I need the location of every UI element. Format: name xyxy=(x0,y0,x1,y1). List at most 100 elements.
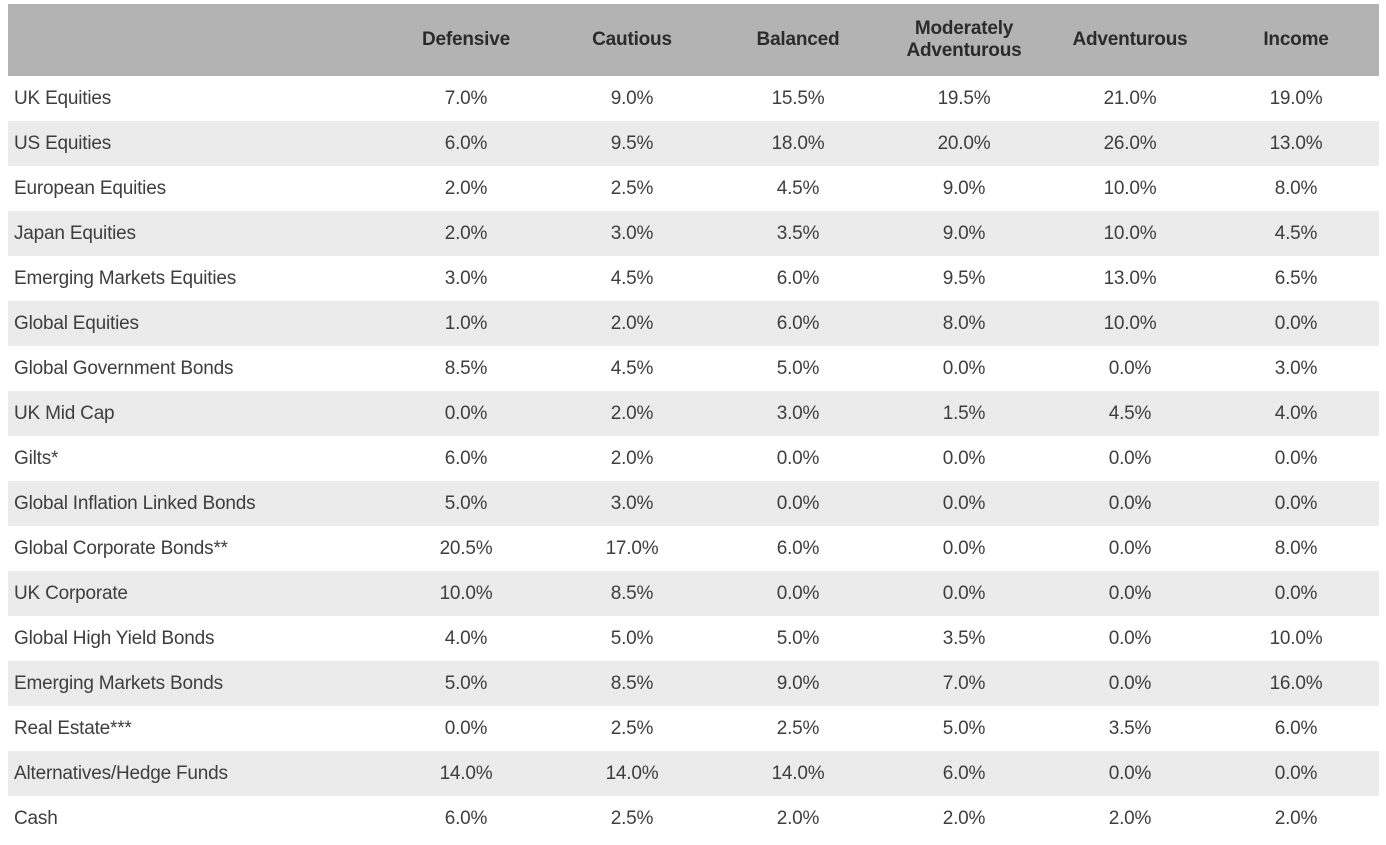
table-row: Emerging Markets Bonds 5.0% 8.5% 9.0% 7.0% 0.… xyxy=(8,661,1379,706)
cell-value: 0.0% xyxy=(942,492,986,514)
cell-value: 9.0% xyxy=(942,222,986,244)
table-row: US Equities 6.0% 9.5% 18.0% 20.0% 26.0% 13.0% xyxy=(8,121,1379,166)
row-label: Cash xyxy=(14,807,58,829)
cell-value: 2.0% xyxy=(942,807,986,829)
table-body: UK Equities 7.0% 9.0% 15.5% 19.5% 21.0% 19.0% U… xyxy=(8,76,1379,841)
table-row: Global High Yield Bonds 4.0% 5.0% 5.0% 3.5% 0… xyxy=(8,616,1379,661)
row-label: Real Estate*** xyxy=(14,717,132,739)
cell-value: 4.5% xyxy=(610,267,654,289)
cell-value: 9.5% xyxy=(942,267,986,289)
cell-value: 2.0% xyxy=(610,447,654,469)
cell-value: 26.0% xyxy=(1103,132,1157,154)
cell-value: 0.0% xyxy=(1108,537,1152,559)
cell-value: 0.0% xyxy=(1108,357,1152,379)
row-label: UK Equities xyxy=(14,87,112,109)
table-row: Gilts* 6.0% 2.0% 0.0% 0.0% 0.0% 0.0% xyxy=(8,436,1379,481)
table-row: UK Mid Cap 0.0% 2.0% 3.0% 1.5% 4.5% 4.0% xyxy=(8,391,1379,436)
table-row: Global Government Bonds 8.5% 4.5% 5.0% 0.0% 0… xyxy=(8,346,1379,391)
cell-value: 5.0% xyxy=(776,357,820,379)
cell-value: 0.0% xyxy=(1108,492,1152,514)
cell-value: 4.5% xyxy=(610,357,654,379)
cell-value: 10.0% xyxy=(1103,312,1157,334)
cell-value: 3.0% xyxy=(610,222,654,244)
cell-value: 0.0% xyxy=(1108,672,1152,694)
cell-value: 19.0% xyxy=(1269,87,1323,109)
cell-value: 2.0% xyxy=(610,312,654,334)
cell-value: 7.0% xyxy=(444,87,488,109)
cell-value: 5.0% xyxy=(610,627,654,649)
cell-value: 2.0% xyxy=(776,807,820,829)
cell-value: 3.0% xyxy=(610,492,654,514)
cell-value: 14.0% xyxy=(605,762,659,784)
table-row: Alternatives/Hedge Funds 14.0% 14.0% 14.0% 6… xyxy=(8,751,1379,796)
row-label: Global Inflation Linked Bonds xyxy=(14,492,256,514)
row-label: UK Mid Cap xyxy=(14,402,115,424)
table-row: UK Equities 7.0% 9.0% 15.5% 19.5% 21.0% 19.0% xyxy=(8,76,1379,121)
cell-value: 4.5% xyxy=(1274,222,1318,244)
cell-value: 3.0% xyxy=(776,402,820,424)
cell-value: 2.5% xyxy=(610,807,654,829)
cell-value: 1.5% xyxy=(942,402,986,424)
cell-value: 6.0% xyxy=(444,132,488,154)
cell-value: 0.0% xyxy=(1274,312,1318,334)
cell-value: 0.0% xyxy=(444,402,488,424)
cell-value: 0.0% xyxy=(776,492,820,514)
cell-value: 9.0% xyxy=(942,177,986,199)
cell-value: 4.5% xyxy=(776,177,820,199)
cell-value: 21.0% xyxy=(1103,87,1157,109)
header-row: Defensive Cautious Balanced Moderately Adve… xyxy=(8,4,1379,76)
table-row: European Equities 2.0% 2.5% 4.5% 9.0% 10.0% 8.… xyxy=(8,166,1379,211)
cell-value: 0.0% xyxy=(444,717,488,739)
row-label: European Equities xyxy=(14,177,166,199)
cell-value: 13.0% xyxy=(1269,132,1323,154)
cell-value: 0.0% xyxy=(1108,762,1152,784)
cell-value: 6.0% xyxy=(444,447,488,469)
column-header: Cautious xyxy=(549,4,715,76)
cell-value: 2.0% xyxy=(1108,807,1152,829)
cell-value: 19.5% xyxy=(937,87,991,109)
cell-value: 0.0% xyxy=(776,447,820,469)
table-row: Japan Equities 2.0% 3.0% 3.5% 9.0% 10.0% 4.5% xyxy=(8,211,1379,256)
table-row: Global Corporate Bonds** 20.5% 17.0% 6.0% 0.… xyxy=(8,526,1379,571)
column-header: Moderately Adventurous xyxy=(881,4,1047,76)
cell-value: 8.5% xyxy=(610,582,654,604)
cell-value: 9.0% xyxy=(610,87,654,109)
row-label: Alternatives/Hedge Funds xyxy=(14,762,228,784)
table-row: Cash 6.0% 2.5% 2.0% 2.0% 2.0% 2.0% xyxy=(8,796,1379,841)
cell-value: 4.0% xyxy=(444,627,488,649)
row-label: Global Government Bonds xyxy=(14,357,234,379)
cell-value: 16.0% xyxy=(1269,672,1323,694)
cell-value: 20.0% xyxy=(937,132,991,154)
cell-value: 0.0% xyxy=(776,582,820,604)
cell-value: 2.0% xyxy=(444,177,488,199)
cell-value: 3.5% xyxy=(1108,717,1152,739)
row-label: Emerging Markets Equities xyxy=(14,267,237,289)
cell-value: 5.0% xyxy=(776,627,820,649)
cell-value: 0.0% xyxy=(942,537,986,559)
cell-value: 9.5% xyxy=(610,132,654,154)
cell-value: 0.0% xyxy=(942,582,986,604)
cell-value: 2.0% xyxy=(444,222,488,244)
cell-value: 10.0% xyxy=(439,582,493,604)
cell-value: 1.0% xyxy=(444,312,488,334)
cell-value: 15.5% xyxy=(771,87,825,109)
cell-value: 0.0% xyxy=(1108,627,1152,649)
cell-value: 2.5% xyxy=(610,177,654,199)
cell-value: 6.0% xyxy=(942,762,986,784)
cell-value: 5.0% xyxy=(444,672,488,694)
table-row: Real Estate*** 0.0% 2.5% 2.5% 5.0% 3.5% 6.0% xyxy=(8,706,1379,751)
cell-value: 14.0% xyxy=(771,762,825,784)
row-label: Gilts* xyxy=(14,447,59,469)
cell-value: 0.0% xyxy=(1274,492,1318,514)
cell-value: 17.0% xyxy=(605,537,659,559)
cell-value: 4.0% xyxy=(1274,402,1318,424)
row-label: Emerging Markets Bonds xyxy=(14,672,223,694)
column-header: Defensive xyxy=(383,4,549,76)
cell-value: 6.5% xyxy=(1274,267,1318,289)
cell-value: 10.0% xyxy=(1269,627,1323,649)
cell-value: 3.0% xyxy=(444,267,488,289)
cell-value: 0.0% xyxy=(1274,762,1318,784)
cell-value: 2.5% xyxy=(776,717,820,739)
cell-value: 6.0% xyxy=(444,807,488,829)
